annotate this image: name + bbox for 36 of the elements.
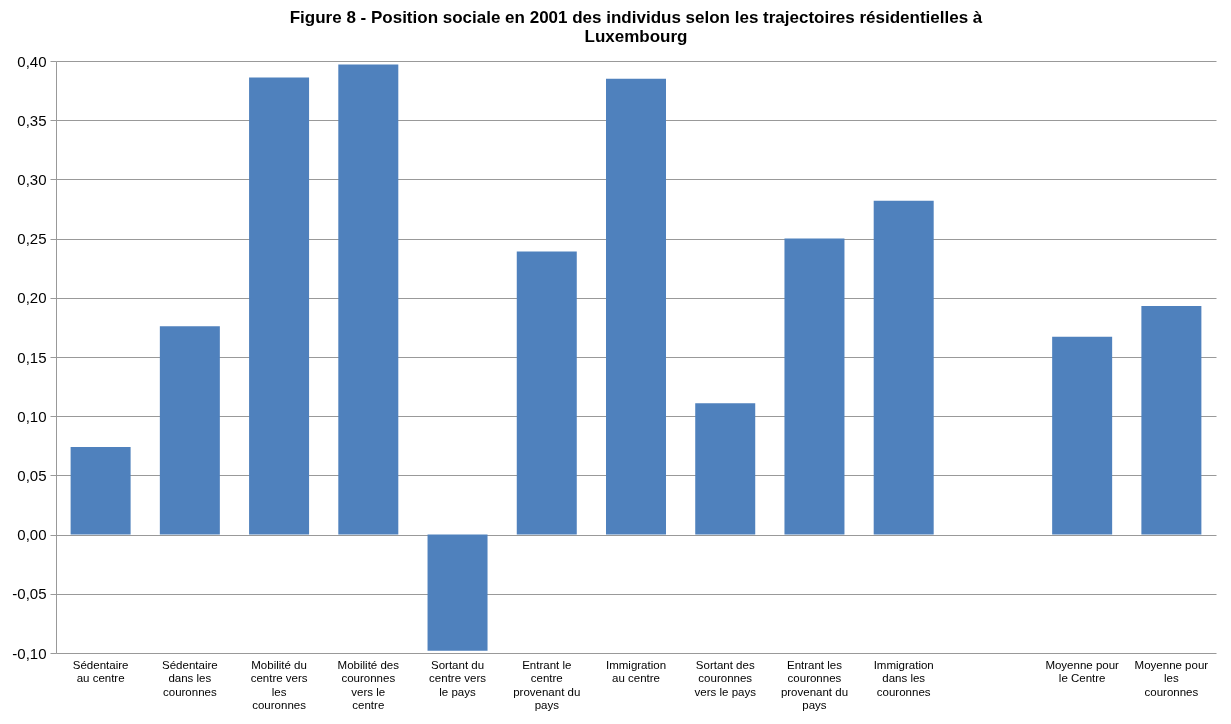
y-tick-label: 0,30	[17, 170, 47, 188]
x-tick-label: Mobilité du centre vers les couronnes	[250, 658, 308, 711]
x-tick-label: Entrant les couronnes provenant du pays	[780, 658, 849, 711]
bar	[70, 446, 131, 535]
y-tick-label: 0,40	[17, 52, 47, 70]
bar	[249, 77, 310, 535]
bar	[784, 238, 845, 535]
bar	[338, 64, 399, 535]
y-tick-label: -0,05	[12, 585, 47, 603]
bar	[516, 251, 577, 535]
bar	[427, 534, 488, 651]
y-tick-label: -0,10	[12, 644, 47, 662]
x-tick-label: Sédentaire dans les couronnes	[162, 658, 218, 698]
y-tick-label: 0,35	[17, 111, 47, 129]
y-tick-label: 0,05	[17, 466, 47, 484]
x-tick-label: Immigration dans les couronnes	[873, 658, 934, 698]
bar	[1052, 336, 1113, 535]
x-tick-label: Sédentaire au centre	[72, 658, 129, 684]
y-tick-label: 0,00	[17, 526, 47, 544]
x-tick-label: Sortant du centre vers le pays	[429, 658, 487, 698]
bar	[606, 78, 666, 535]
x-tick-label: Sortant des couronnes vers le pays	[694, 658, 757, 698]
bar	[695, 403, 756, 535]
bar	[1141, 306, 1202, 535]
y-tick-label: 0,10	[17, 407, 47, 425]
x-tick-label: Moyenne pour les couronnes	[1134, 658, 1209, 698]
y-tick-label: 0,15	[17, 348, 47, 366]
bar	[159, 326, 220, 535]
chart-title: Figure 8 - Position sociale en 2001 des individus selon les trajectoires résidentielles à Luxembourg	[289, 8, 983, 46]
bar	[873, 200, 934, 535]
x-tick-label: Moyenne pour le Centre	[1045, 658, 1120, 684]
x-tick-label: Mobilité des couronnes vers le centre	[337, 658, 400, 711]
x-tick-label: Immigration au centre	[605, 658, 667, 684]
y-tick-label: 0,20	[17, 289, 47, 307]
y-tick-label: 0,25	[17, 230, 47, 248]
x-tick-label: Entrant le centre provenant du pays	[513, 658, 581, 711]
